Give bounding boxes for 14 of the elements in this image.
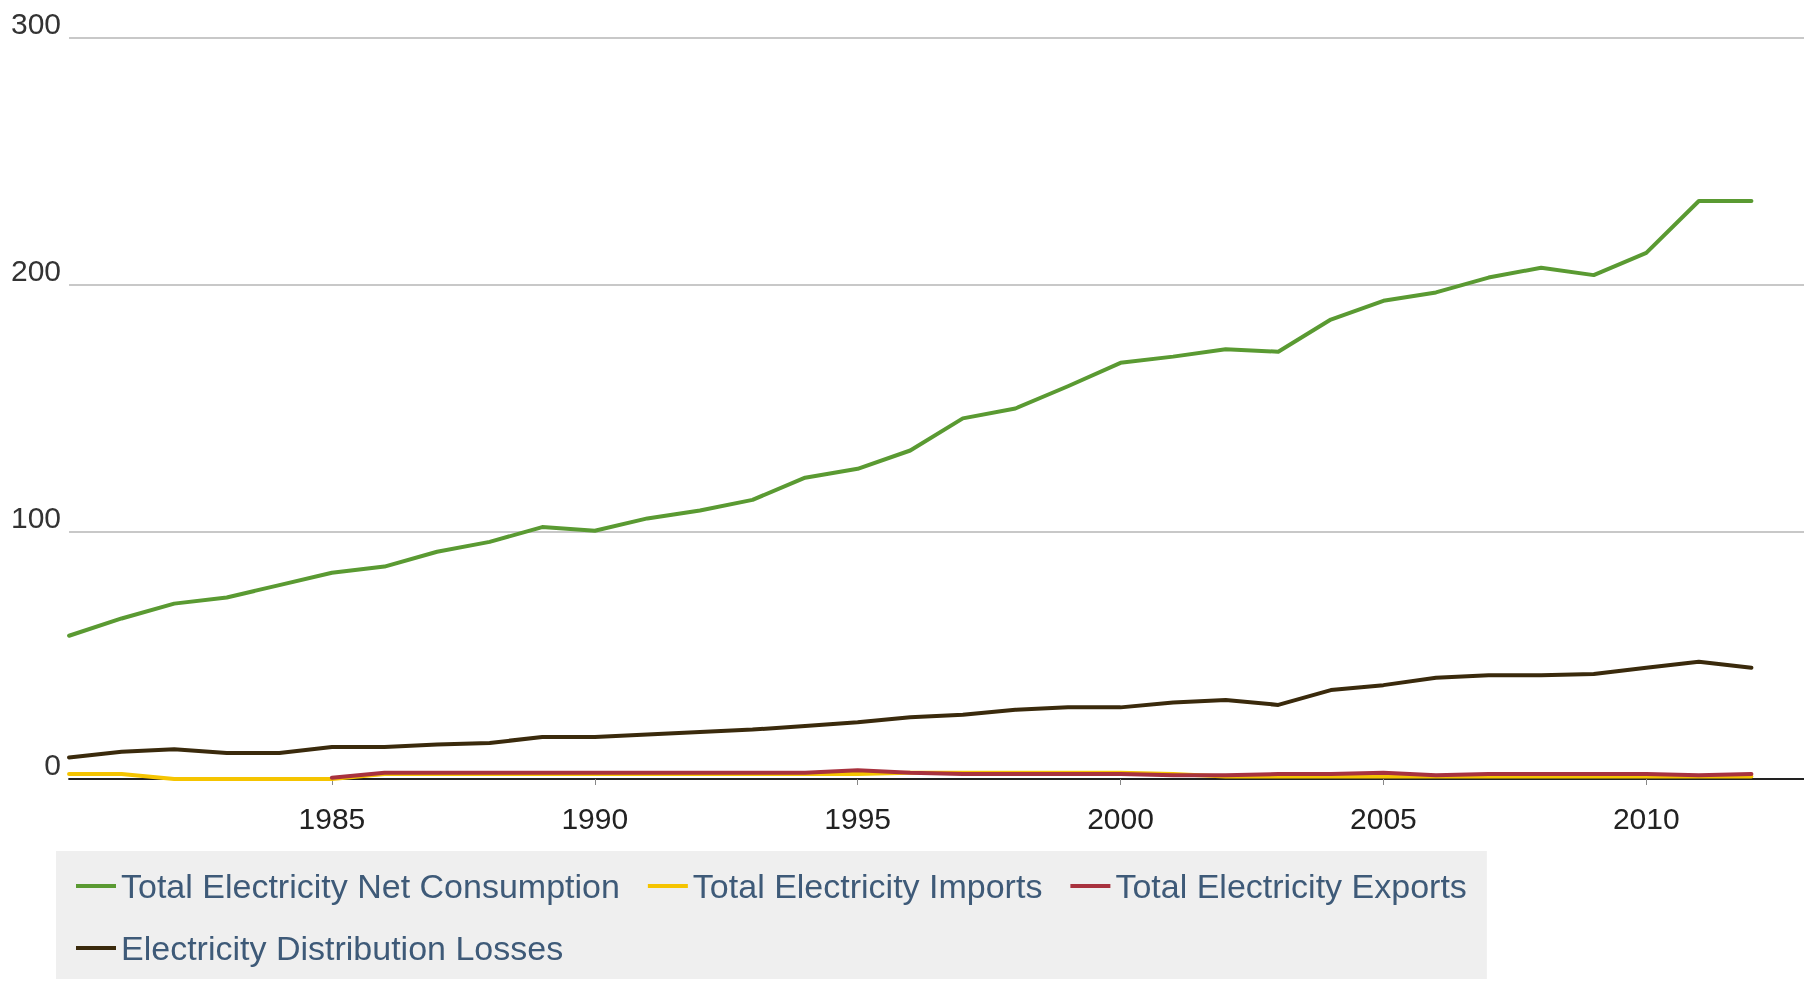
y-tick-label: 100 — [10, 500, 62, 534]
legend-label: Total Electricity Net Consumption — [121, 867, 620, 905]
legend-label: Total Electricity Imports — [692, 867, 1043, 905]
x-tick-label: 1990 — [561, 801, 629, 835]
y-tick-label: 300 — [10, 6, 62, 40]
y-tick-label: 0 — [44, 747, 62, 781]
x-tick-label: 2005 — [1350, 801, 1417, 835]
legend-label: Total Electricity Exports — [1115, 867, 1467, 905]
y-tick-label: 200 — [10, 253, 62, 287]
x-tick-label: 1995 — [824, 801, 892, 835]
x-tick-label: 1985 — [298, 801, 366, 835]
legend-label: Electricity Distribution Losses — [121, 929, 564, 967]
x-tick-label: 2010 — [1612, 801, 1680, 835]
x-tick-label: 2000 — [1087, 801, 1154, 835]
